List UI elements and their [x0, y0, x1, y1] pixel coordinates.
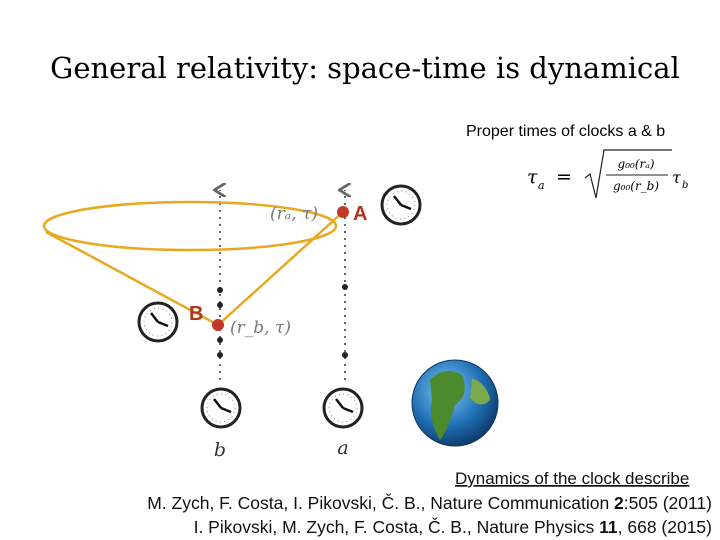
coordinate-label: (r_b, τ) — [230, 318, 291, 338]
citation-text: , 668 (2015) — [618, 517, 712, 537]
title: General relativity: space-time is dynami… — [50, 51, 680, 85]
subtitle: Proper times of clocks a & b — [466, 123, 665, 140]
formula-rhs: τ — [672, 168, 682, 187]
citation-volume: 2 — [614, 493, 624, 513]
citation-text: I. Pikovski, M. Zych, F. Costa, Č. B., N… — [194, 516, 600, 537]
formula-denominator: g₀₀(r_b) — [613, 179, 659, 193]
formula-numerator: g₀₀(rₐ) — [618, 157, 655, 171]
formula: τ a = g₀₀(rₐ) g₀₀(r_b) τ b — [527, 149, 688, 199]
link[interactable]: Dynamics of the clock describe — [455, 469, 689, 488]
formula-lhs: τ — [527, 166, 538, 188]
formula-rhs-sub: b — [682, 180, 688, 191]
point-label: A — [353, 203, 367, 225]
citation: I. Pikovski, M. Zych, F. Costa, Č. B., N… — [194, 516, 712, 537]
formula-lhs-sub: a — [538, 179, 545, 192]
diagram: A B (rₐ, τ) (r_b, τ) b a — [42, 186, 499, 461]
citation: M. Zych, F. Costa, I. Pikovski, Č. B., N… — [147, 492, 712, 513]
worldline-label: a — [337, 437, 348, 459]
coordinate-label: (rₐ, τ) — [270, 204, 318, 224]
citation-volume: 11 — [599, 517, 618, 537]
point-label: B — [189, 303, 203, 325]
citation-text: M. Zych, F. Costa, I. Pikovski, Č. B., N… — [147, 492, 614, 513]
worldline-label: b — [214, 439, 226, 461]
citation-text: :505 (2011) — [624, 493, 712, 513]
formula-equals: = — [556, 166, 572, 188]
